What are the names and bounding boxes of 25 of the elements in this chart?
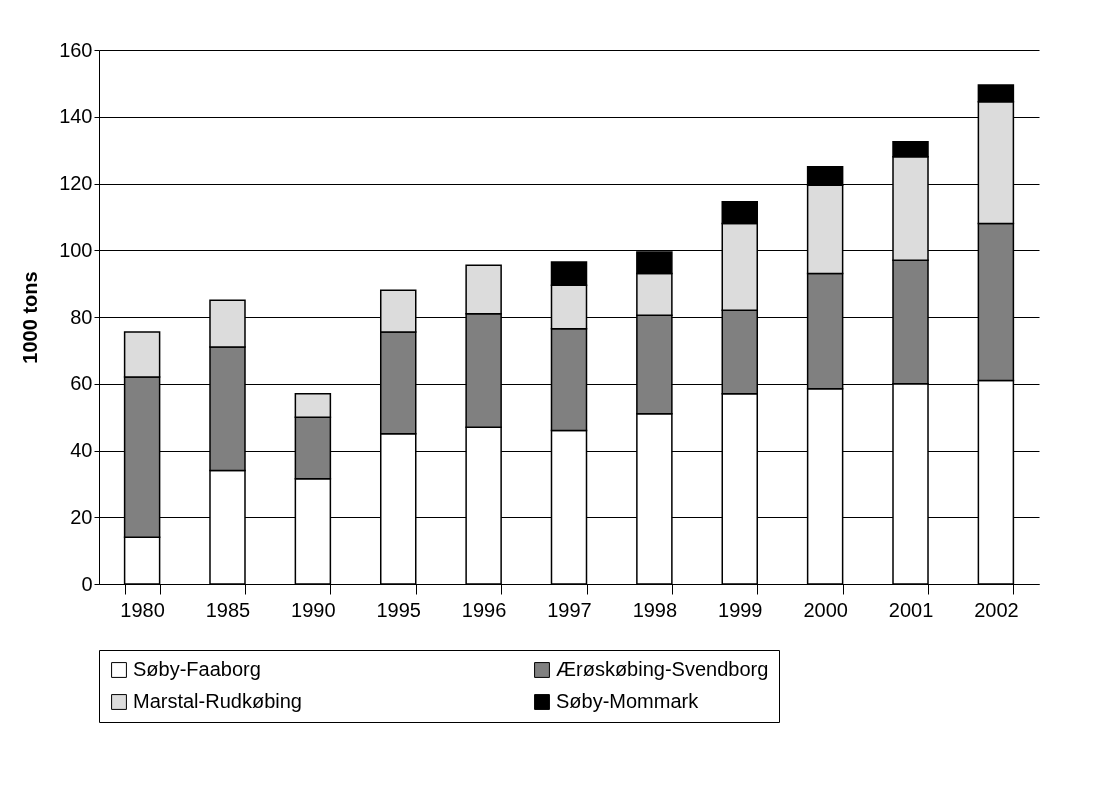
legend-label: Ærøskøbing-Svendborg	[556, 658, 769, 680]
x-tick-label: 1996	[461, 598, 507, 621]
y-tick-label: 60	[70, 372, 93, 395]
legend-label: Søby-Mommark	[556, 690, 700, 712]
x-tick-label: 1985	[205, 598, 251, 621]
y-tick-label: 160	[59, 38, 93, 61]
y-tick-label: 100	[59, 238, 93, 261]
x-tick-label: 1999	[718, 598, 763, 621]
y-tick-label: 120	[59, 172, 93, 194]
y-tick-label: 20	[70, 505, 93, 528]
y-axis-title: 1000 tons	[19, 271, 42, 364]
x-tick-label: 2000	[803, 598, 848, 621]
legend-label: Søby-Faaborg	[133, 658, 261, 680]
y-tick-label: 40	[70, 439, 93, 461]
x-tick-label: 1997	[547, 598, 592, 621]
y-tick-label: 140	[59, 105, 93, 128]
y-tick-label: 80	[70, 305, 93, 328]
x-tick-label: 1995	[376, 598, 421, 621]
x-tick-label: 1990	[291, 598, 336, 621]
y-tick-label: 0	[81, 572, 93, 595]
x-tick-label: 2002	[974, 598, 1019, 621]
x-tick-label: 1980	[120, 598, 165, 621]
x-tick-label: 1998	[632, 598, 678, 621]
x-tick-label: 2001	[888, 598, 934, 621]
legend-label: Marstal-Rudkøbing	[133, 690, 302, 712]
